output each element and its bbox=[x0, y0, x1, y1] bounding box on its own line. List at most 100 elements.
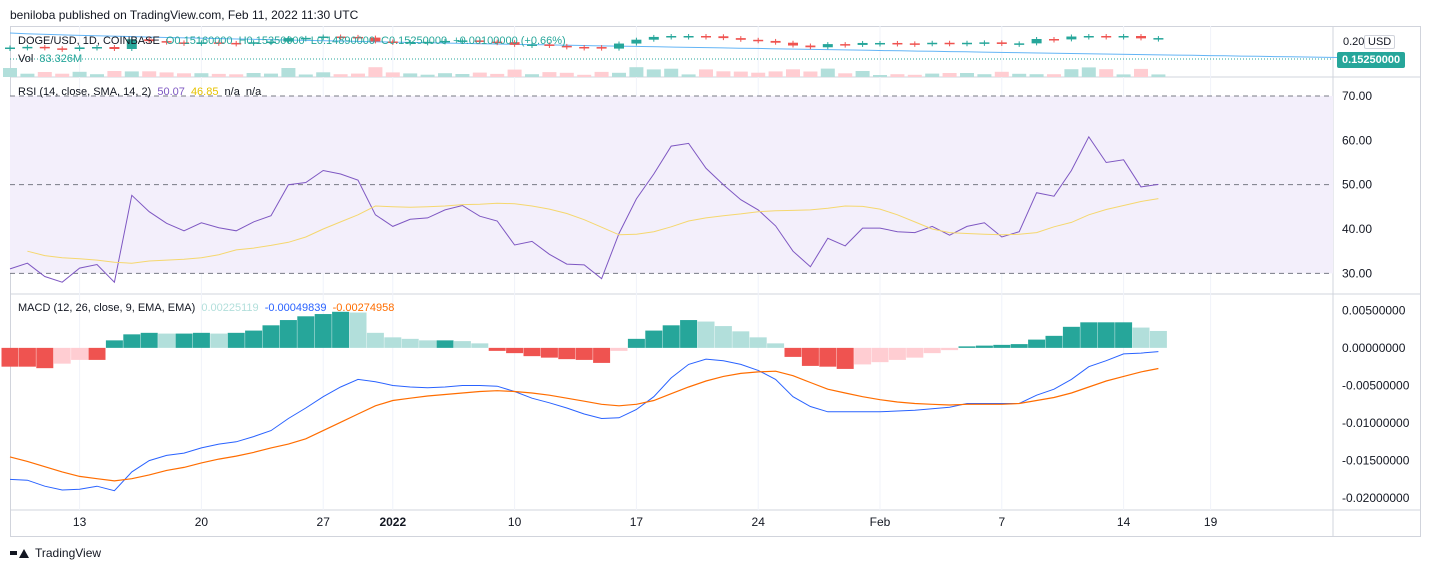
rsi-sma-line bbox=[27, 198, 1159, 264]
volume-bar bbox=[472, 72, 487, 77]
volume-bar bbox=[159, 72, 174, 77]
volume-bar bbox=[3, 68, 17, 77]
macd-histogram-bar bbox=[906, 347, 924, 358]
volume-bar bbox=[1134, 68, 1148, 77]
volume-bar bbox=[699, 69, 713, 77]
candle-body bbox=[579, 46, 590, 49]
rsi-legend: RSI (14, close, SMA, 14, 2) 50.07 46.85 … bbox=[18, 86, 264, 98]
macd-histogram-bar bbox=[210, 333, 228, 348]
currency-button[interactable]: USD bbox=[1364, 35, 1396, 49]
candle-body bbox=[509, 42, 520, 45]
time-axis-label: 20 bbox=[195, 515, 209, 529]
macd-histogram-bar bbox=[697, 321, 715, 348]
macd-histogram-bar bbox=[105, 340, 123, 348]
volume-bar bbox=[246, 73, 261, 77]
candle-body bbox=[718, 36, 729, 39]
candle-body bbox=[440, 40, 450, 43]
symbol-label[interactable]: DOGE/USD, 1D, COINBASE bbox=[18, 35, 160, 47]
volume-bar bbox=[942, 73, 957, 77]
volume-bar bbox=[629, 67, 644, 77]
volume-bar bbox=[177, 73, 191, 77]
candle-body bbox=[631, 39, 642, 44]
candle-body bbox=[405, 41, 416, 44]
candle-body bbox=[39, 46, 50, 49]
volume-bar bbox=[751, 72, 766, 77]
macd-histogram-bar bbox=[523, 347, 541, 357]
candle-body bbox=[1031, 39, 1042, 44]
macd-label[interactable]: MACD (12, 26, close, 9, EMA, EMA) bbox=[18, 302, 196, 314]
candle-body bbox=[300, 37, 311, 40]
macd-histogram-bar bbox=[854, 347, 872, 365]
candle-body bbox=[196, 42, 207, 44]
candle-body bbox=[422, 41, 433, 44]
volume-bar bbox=[264, 73, 278, 77]
candle-body bbox=[370, 37, 381, 42]
macd-axis-tick: 0.00500000 bbox=[1342, 303, 1406, 317]
rsi-label[interactable]: RSI (14, close, SMA, 14, 2) bbox=[18, 86, 152, 98]
brand-label[interactable]: TradingView bbox=[35, 546, 102, 560]
volume-bar bbox=[55, 73, 70, 77]
volume-bar bbox=[211, 73, 226, 77]
macd-pane bbox=[1, 311, 1167, 492]
axes: 13 20 27 2022 10 17 24 Feb 7 14 19 70.00 60.00 50.00 4… bbox=[73, 89, 1410, 529]
volume-bar bbox=[873, 75, 887, 77]
candle-body bbox=[266, 41, 276, 44]
chart-frame bbox=[10, 26, 1421, 537]
candle-body bbox=[22, 46, 33, 49]
candle-body bbox=[1101, 36, 1112, 38]
volume-bar bbox=[525, 74, 539, 77]
candle-body bbox=[561, 45, 572, 48]
volume-bar bbox=[907, 74, 922, 77]
price-axis-tick: 0.20 bbox=[1343, 36, 1365, 48]
open-value: O0.15160000 bbox=[165, 35, 233, 47]
macd-histogram-bar bbox=[958, 346, 976, 348]
candle-body bbox=[927, 42, 938, 45]
volume-bar bbox=[90, 74, 104, 77]
volume-bar bbox=[925, 73, 940, 77]
macd-histogram-bar bbox=[801, 347, 819, 366]
macd-histogram-bar bbox=[36, 347, 54, 369]
volume-bar bbox=[420, 74, 435, 77]
macd-histogram-bar bbox=[993, 344, 1011, 348]
rsi-pane bbox=[9, 95, 1333, 284]
candle-body bbox=[822, 44, 833, 48]
candle-body bbox=[92, 47, 102, 49]
volume-bar bbox=[124, 71, 139, 77]
volume-legend: Vol 83.326M bbox=[18, 53, 85, 65]
volume-bar bbox=[559, 72, 574, 77]
macd-histogram-bar bbox=[314, 314, 332, 348]
volume-bar bbox=[1081, 67, 1096, 77]
macd-histogram-bar bbox=[888, 347, 906, 360]
macd-axis-tick: 0.00000000 bbox=[1342, 341, 1406, 355]
candle-body bbox=[1083, 36, 1094, 38]
time-axis-label: 10 bbox=[508, 515, 522, 529]
macd-histogram-bar bbox=[871, 347, 889, 363]
macd-histogram-bar bbox=[175, 333, 193, 348]
time-axis-label: 2022 bbox=[379, 515, 406, 529]
candle-body bbox=[770, 40, 781, 43]
volume-bar bbox=[681, 74, 696, 77]
volume-bar bbox=[803, 71, 818, 77]
volume-bar bbox=[20, 73, 35, 77]
macd-histogram-bar bbox=[384, 337, 402, 348]
volume-bar bbox=[490, 73, 505, 77]
macd-line bbox=[9, 351, 1159, 492]
rsi-axis-tick: 40.00 bbox=[1342, 222, 1372, 236]
macd-histogram-bar bbox=[140, 332, 158, 348]
macd-histogram-bar bbox=[975, 345, 993, 348]
rsi-line bbox=[9, 135, 1159, 284]
macd-histogram-bar bbox=[819, 347, 837, 367]
candle-body bbox=[353, 36, 363, 39]
macd-axis-tick: -0.01500000 bbox=[1342, 454, 1410, 468]
macd-histogram-bar bbox=[1, 347, 19, 367]
volume-bar bbox=[351, 73, 365, 77]
macd-histogram-bar bbox=[1080, 322, 1098, 348]
macd-histogram-bar bbox=[749, 337, 767, 348]
publisher-line: beniloba published on TradingView.com, F… bbox=[10, 8, 359, 22]
volume-bar bbox=[1012, 73, 1027, 77]
candle-body bbox=[527, 44, 537, 46]
candle-body bbox=[788, 42, 798, 46]
tradingview-logo-icon bbox=[10, 548, 29, 558]
time-axis-label: Feb bbox=[870, 515, 891, 529]
